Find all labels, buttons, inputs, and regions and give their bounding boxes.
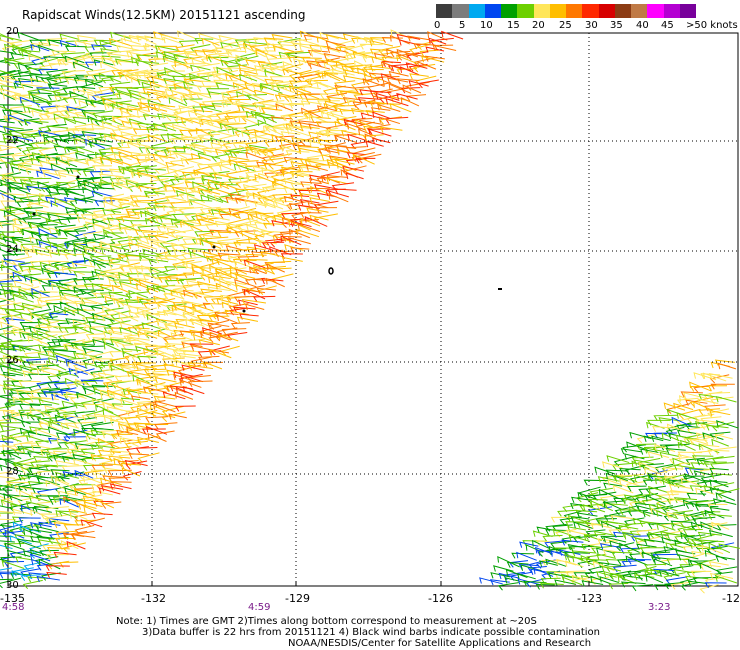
legend-swatch — [452, 4, 469, 18]
lon-label: -129 — [285, 592, 310, 605]
legend-swatch — [501, 4, 518, 18]
lat-label: 30 — [6, 580, 19, 591]
legend-swatch — [647, 4, 664, 18]
legend-swatch — [631, 4, 648, 18]
graticule — [8, 33, 738, 586]
note-line-2: 3)Data buffer is 22 hrs from 20151121 4)… — [142, 627, 600, 638]
legend-label: 15 — [507, 20, 520, 31]
legend-labels: 0 5 10 15 20 25 30 35 40 45 >50 knots — [428, 20, 740, 34]
island-marker — [76, 175, 80, 179]
island-marker — [498, 288, 502, 290]
legend-label: 35 — [610, 20, 623, 31]
lat-label: 24 — [6, 244, 19, 255]
wind-speed-legend — [436, 4, 696, 18]
legend-label: 45 — [661, 20, 674, 31]
lat-label: 26 — [6, 355, 19, 366]
legend-swatch — [566, 4, 583, 18]
legend-label: 20 — [532, 20, 545, 31]
legend-label: 30 — [585, 20, 598, 31]
island-marker — [328, 267, 334, 275]
lon-label: -132 — [141, 592, 166, 605]
lat-label: 28 — [6, 466, 19, 477]
legend-label: >50 knots — [686, 20, 738, 31]
lat-label: 20 — [6, 26, 19, 37]
note-line-1: Note: 1) Times are GMT 2)Times along bot… — [116, 616, 537, 627]
legend-swatch — [468, 4, 485, 18]
lon-label: -123 — [577, 592, 602, 605]
legend-swatch — [663, 4, 680, 18]
legend-swatch — [517, 4, 534, 18]
legend-swatch — [436, 4, 453, 18]
lon-label: -126 — [428, 592, 453, 605]
wind-barbs — [0, 29, 740, 594]
legend-label: 5 — [459, 20, 466, 31]
pass-time-label: 4:59 — [248, 602, 271, 613]
legend-swatch — [582, 4, 599, 18]
legend-swatch — [679, 4, 696, 18]
legend-label: 40 — [636, 20, 649, 31]
map-title: Rapidscat Winds(12.5KM) 20151121 ascendi… — [22, 8, 306, 22]
legend-swatch — [598, 4, 615, 18]
lon-label: -12 — [722, 592, 740, 605]
legend-swatch — [549, 4, 566, 18]
legend-swatch — [484, 4, 501, 18]
legend-label: 10 — [480, 20, 493, 31]
lat-label: 22 — [6, 135, 19, 146]
legend-label: 0 — [434, 20, 441, 31]
lon-label: -135 — [0, 592, 25, 605]
island-marker — [242, 309, 246, 313]
legend-label: 25 — [559, 20, 572, 31]
legend-swatch — [614, 4, 631, 18]
legend-swatch — [533, 4, 550, 18]
pass-time-label: 3:23 — [648, 602, 671, 613]
pass-time-label: 4:58 — [2, 602, 25, 613]
note-line-3: NOAA/NESDIS/Center for Satellite Applica… — [288, 638, 592, 649]
island-marker — [32, 212, 36, 216]
island-marker — [212, 245, 216, 249]
